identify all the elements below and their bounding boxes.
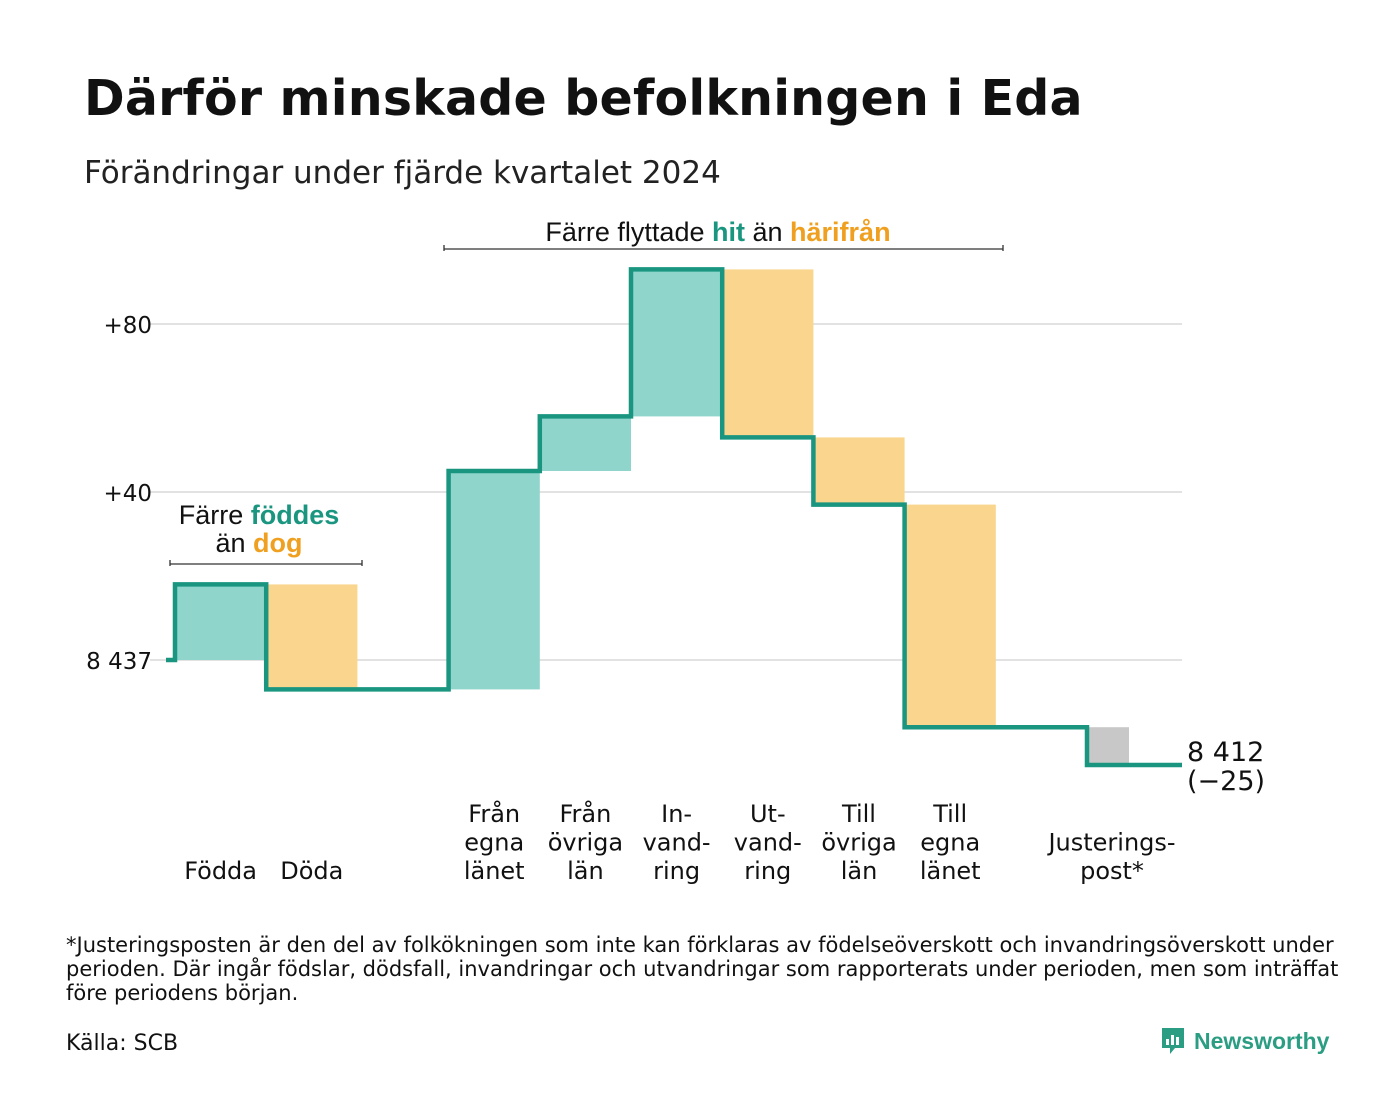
migration-annotation-part: än — [745, 217, 790, 247]
bar-in-5 — [631, 269, 723, 417]
bar-out-1 — [266, 584, 358, 690]
category-label: län — [841, 857, 878, 885]
category-label: Justerings- — [1046, 829, 1175, 857]
page-title: Därför minskade befolkningen i Eda — [84, 70, 1083, 127]
category-label: Från — [468, 799, 520, 828]
end-value-label: 8 412 — [1187, 737, 1264, 768]
category-label: länet — [464, 857, 525, 885]
category-label: övriga — [821, 829, 896, 857]
category-label: vand- — [643, 829, 711, 857]
category-label: egna — [464, 829, 524, 857]
bar-out-7 — [813, 437, 905, 505]
bar-out-8 — [904, 504, 996, 728]
category-label: län — [567, 857, 604, 885]
category-label: Från — [559, 799, 611, 828]
category-label: Till — [841, 800, 876, 828]
migration-annotation: Färre flyttade hit än härifrån — [545, 217, 890, 247]
migration-annotation-part: härifrån — [790, 217, 891, 247]
migration-annotation-part: hit — [712, 217, 745, 247]
category-label: ring — [744, 857, 791, 885]
migration-annotation-part: Färre flyttade — [545, 217, 712, 247]
category-label: länet — [920, 857, 981, 885]
bar-adjust-10 — [1087, 727, 1129, 765]
bar-out-6 — [722, 269, 814, 438]
birth-annotation-part: Färre — [179, 500, 251, 530]
footnote: *Justeringsposten är den del av folkökni… — [66, 933, 1339, 1005]
y-tick-label: +40 — [103, 481, 152, 507]
source-note: Källa: SCB — [66, 1031, 179, 1056]
category-label: ring — [653, 857, 700, 885]
birth-annotation-part: dog — [253, 528, 302, 558]
category-label: övriga — [548, 829, 623, 857]
chat-bar-chart-icon — [1162, 1028, 1184, 1054]
birth-annotation-part: än — [215, 528, 253, 558]
category-label: vand- — [734, 829, 802, 857]
birth-annotation: Färre föddes — [179, 500, 340, 530]
category-label: egna — [920, 829, 980, 857]
brand-name: Newsworthy — [1194, 1027, 1330, 1054]
end-change-label: (−25) — [1187, 766, 1265, 797]
cumulative-step-line — [166, 267, 1182, 768]
category-label: Döda — [280, 857, 343, 885]
bar-in-4 — [539, 416, 631, 471]
waterfall-chart: 8 437+40+808 412(−25)Födda DödaFrånegnalä… — [86, 217, 1265, 885]
category-label: post* — [1080, 857, 1144, 885]
category-label: Till — [932, 800, 967, 828]
category-label: In- — [661, 800, 692, 828]
brand-logo: Newsworthy — [1160, 1026, 1329, 1056]
bar-in-3 — [448, 471, 540, 690]
category-label: Födda — [184, 857, 257, 885]
category-label: Ut- — [750, 800, 786, 828]
y-tick-label: +80 — [103, 313, 152, 339]
birth-annotation-part: föddes — [251, 500, 340, 530]
y-tick-label: 8 437 — [86, 649, 152, 675]
birth-annotation: än dog — [215, 528, 302, 558]
bar-in-0 — [175, 584, 267, 660]
page-subtitle: Förändringar under fjärde kvartalet 2024 — [84, 155, 721, 191]
